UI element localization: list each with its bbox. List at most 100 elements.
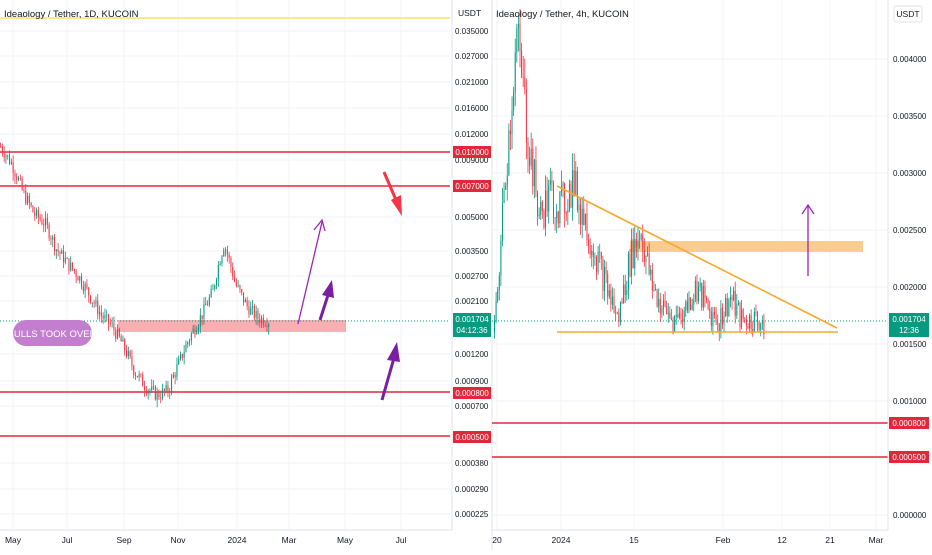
- right-candle: [733, 286, 735, 302]
- right-candle: [619, 301, 621, 326]
- left-currency-label: USDT: [458, 8, 481, 18]
- left-candle: [147, 388, 149, 400]
- left-time-axis[interactable]: May Jul Sep Nov 2024 Mar May Jul: [0, 529, 452, 545]
- left-candle: [248, 300, 250, 318]
- left-support-zone: [118, 320, 346, 332]
- left-candle: [253, 303, 255, 321]
- left-candle: [10, 158, 12, 166]
- right-candle: [694, 276, 696, 303]
- left-candle: [64, 251, 66, 265]
- left-candle: [241, 288, 243, 296]
- left-plot-area[interactable]: [0, 0, 452, 550]
- right-candle: [707, 297, 709, 311]
- right-candle: [581, 197, 583, 239]
- right-candle: [610, 283, 612, 312]
- left-candle: [46, 213, 48, 229]
- left-candle: [70, 256, 72, 272]
- right-candle: [505, 182, 507, 191]
- left-candle: [106, 309, 108, 322]
- left-time-tick: Sep: [116, 535, 131, 545]
- left-candle: [203, 297, 205, 325]
- left-candle: [144, 380, 146, 397]
- right-candle: [693, 293, 695, 312]
- left-candle: [252, 300, 254, 315]
- left-candle: [25, 183, 27, 206]
- svg-text:04:12:36: 04:12:36: [456, 326, 488, 335]
- right-candle: [586, 202, 588, 246]
- left-time-tick: Jul: [62, 535, 73, 545]
- right-candle: [713, 306, 715, 319]
- svg-text:0.000500: 0.000500: [455, 433, 489, 442]
- left-candle: [75, 268, 77, 284]
- left-candle: [198, 324, 200, 335]
- left-candle: [129, 349, 131, 359]
- left-candle: [88, 286, 90, 303]
- right-candle: [661, 305, 663, 318]
- left-candle: [90, 295, 92, 305]
- left-candle: [234, 270, 236, 283]
- right-level-label-0-0008: 0.000800: [889, 417, 929, 429]
- left-price-tick: 0.001200: [455, 350, 489, 359]
- svg-text:0.010000: 0.010000: [455, 148, 489, 157]
- right-candle: [712, 306, 714, 335]
- left-candle: [174, 372, 176, 385]
- left-candle: [111, 317, 113, 328]
- left-candle: [68, 258, 70, 275]
- right-candle: [643, 238, 645, 267]
- left-candle: [266, 318, 268, 333]
- right-candle: [704, 280, 706, 308]
- right-candle: [503, 182, 505, 204]
- right-candle: [731, 294, 733, 310]
- right-candle: [686, 293, 688, 314]
- right-currency-box[interactable]: [893, 5, 923, 23]
- left-candle: [135, 371, 137, 380]
- left-candle: [84, 281, 86, 299]
- right-candle: [632, 227, 634, 269]
- right-candle: [605, 261, 607, 284]
- left-price-tick: 0.021000: [455, 78, 489, 87]
- left-candle: [39, 214, 41, 222]
- right-price-axis[interactable]: USDT 0.004000 0.003500 0.003000 0.002500 0.0…: [887, 0, 932, 530]
- right-candle: [537, 190, 539, 226]
- left-candle: [95, 296, 97, 307]
- right-candle: [588, 233, 590, 254]
- left-grid: [0, 0, 450, 530]
- right-candle: [642, 224, 644, 263]
- right-candle: [616, 311, 618, 315]
- left-panel: BULLS TOOK OVER Ideaology / Tether, 1D, …: [0, 0, 452, 550]
- right-candle: [639, 230, 641, 249]
- right-candle: [739, 301, 741, 333]
- left-price-axis[interactable]: USDT 0.035000 0.027000 0.021000 0.016000 0.0…: [451, 0, 492, 530]
- right-candle: [640, 232, 642, 242]
- right-candle: [645, 255, 647, 275]
- left-candle: [207, 300, 209, 306]
- left-candle: [154, 385, 156, 401]
- right-candle: [584, 213, 586, 231]
- left-arrow-bold-up-1: [318, 280, 334, 321]
- right-candle: [535, 146, 537, 198]
- left-candle: [201, 315, 203, 326]
- right-candle: [706, 295, 708, 304]
- left-candle: [14, 169, 16, 184]
- right-candle: [659, 292, 661, 322]
- svg-text:12:36: 12:36: [899, 326, 920, 335]
- right-price-tick: 0.002000: [893, 283, 927, 292]
- left-candle: [246, 296, 248, 311]
- right-price-tick: 0.001500: [893, 340, 927, 349]
- left-price-tick: 0.000900: [455, 377, 489, 386]
- left-price-tick: 0.016000: [455, 104, 489, 113]
- right-time-axis[interactable]: 20 2024 15 Feb 12 21 Mar: [492, 529, 888, 545]
- right-candle: [734, 281, 736, 324]
- right-price-tick: 0.000000: [893, 511, 927, 520]
- left-candle: [133, 364, 135, 379]
- right-candle: [500, 234, 502, 287]
- right-candle: [567, 199, 569, 225]
- left-candle: [28, 192, 30, 209]
- svg-text:0.001704: 0.001704: [455, 315, 489, 324]
- right-candle: [758, 320, 760, 333]
- bulls-took-over-badge: BULLS TOOK OVER: [8, 320, 97, 346]
- right-candle: [702, 279, 704, 311]
- left-candle: [127, 346, 129, 360]
- left-level-label-0-0005: 0.000500: [453, 431, 491, 443]
